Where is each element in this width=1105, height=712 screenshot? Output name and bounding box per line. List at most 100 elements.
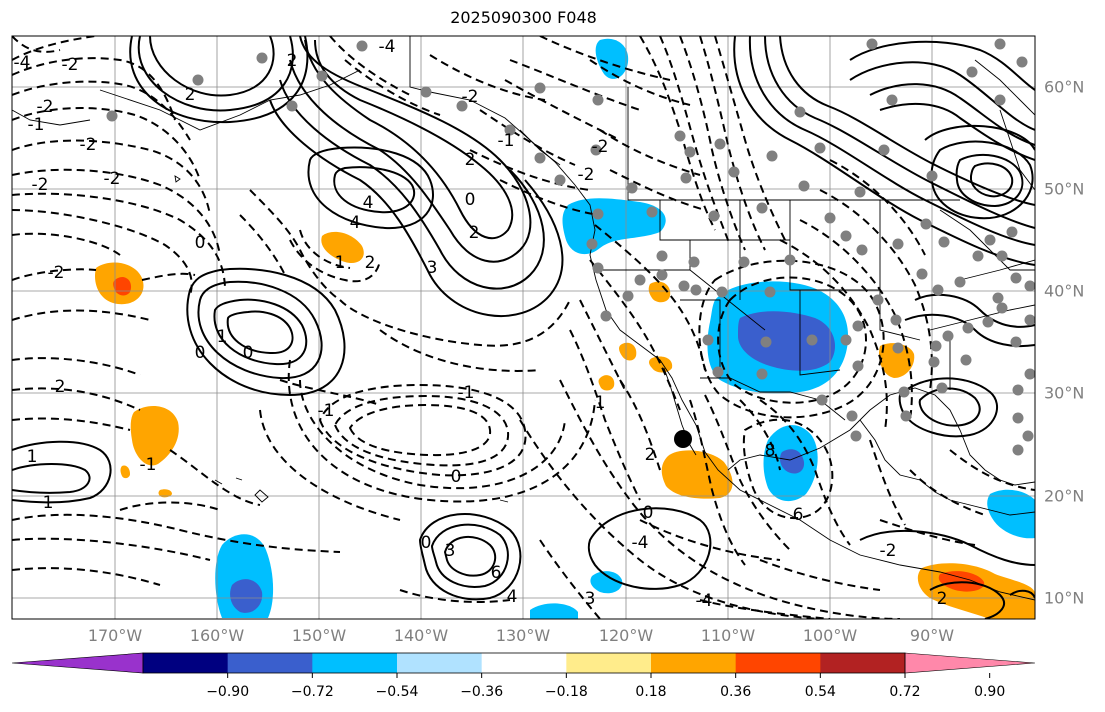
longitude-label: 120°W [598, 626, 654, 645]
contour-label: 0 [195, 343, 206, 363]
colorbar-swatch [481, 653, 567, 673]
contour-label: 1 [217, 327, 228, 347]
contour-label: 0 [195, 233, 206, 253]
shade-cyan-south [530, 603, 578, 619]
contour-label: 2 [365, 253, 376, 273]
latitude-label: 40°N [1044, 281, 1085, 301]
colorbar-tick-label: 0.18 [635, 684, 667, 700]
contour-label: 0 [451, 467, 462, 487]
colorbar-tick-label: 0.36 [720, 684, 752, 700]
shade-blue-mexico [780, 449, 805, 474]
contour-label: -2 [62, 55, 79, 75]
colorbar-tick-label: −0.90 [206, 684, 250, 700]
colorbar-tick-label: −0.18 [544, 684, 588, 700]
colorbar-tick-label: −0.36 [460, 684, 504, 700]
contour-label: -1 [458, 383, 475, 403]
contour-label: -1 [318, 401, 335, 421]
shade-orange-small1 [120, 465, 130, 479]
contour-label: 3 [445, 541, 456, 561]
latitude-label: 20°N [1044, 486, 1085, 506]
contour-label: -2 [32, 175, 49, 195]
contour-label: 4 [363, 193, 374, 213]
shade-orange-ca2 [649, 356, 673, 373]
contour-label: -2 [104, 169, 121, 189]
shade-cyan-north [595, 38, 629, 79]
longitude-label: 170°W [87, 626, 143, 645]
contour-label: 2 [465, 150, 476, 170]
contour-label: -2 [48, 263, 65, 283]
shade-orange-w2 [130, 406, 179, 466]
contour-label: 3 [585, 589, 596, 609]
latitude-label: 50°N [1044, 179, 1085, 199]
longitude-label: 90°W [909, 626, 955, 645]
contour-label: 0 [243, 343, 254, 363]
latitude-label: 60°N [1044, 77, 1085, 97]
contour-label: -2 [462, 87, 479, 107]
reference-marker [674, 430, 692, 448]
colorbar-tick-label: −0.72 [290, 684, 334, 700]
contour-label: 6 [793, 505, 804, 525]
map-frame [11, 35, 1036, 620]
longitude-label: 150°W [291, 626, 347, 645]
dashed-contours [12, 36, 1035, 619]
contour-label: 1 [27, 447, 38, 467]
shade-blue-central [738, 311, 835, 371]
colorbar-extend-low [11, 652, 144, 674]
coastlines [12, 36, 1035, 601]
longitude-label: 160°W [189, 626, 245, 645]
contour-labels: -4-2-2-2-4 2-2 -2-1242342021-2-2-2-1010-22… [14, 37, 948, 611]
longitude-label: 130°W [495, 626, 551, 645]
contour-label: 6 [491, 563, 502, 583]
contour-label: -2 [578, 165, 595, 185]
contour-label: 2 [937, 589, 948, 609]
contour-label: 4 [350, 213, 361, 233]
contour-label: 2 [645, 445, 656, 465]
contour-label: 2 [55, 377, 66, 397]
contour-label: -1 [28, 115, 45, 135]
colorbar-swatch [566, 653, 652, 673]
contour-label: -2 [592, 137, 609, 157]
longitude-label: 110°W [700, 626, 756, 645]
colorbar-tick-label: 0.90 [974, 684, 1006, 700]
contour-label: 2 [469, 223, 480, 243]
solid-contours [12, 36, 1035, 619]
contour-label: 1 [43, 493, 54, 513]
longitude-label: 140°W [393, 626, 449, 645]
longitude-label: 100°W [802, 626, 858, 645]
contour-label: -2 [37, 97, 54, 117]
contour-label: 0 [421, 533, 432, 553]
colorbar-tick-label: 0.54 [804, 684, 836, 700]
contour-label: -1 [140, 455, 157, 475]
colorbar-swatch [312, 653, 398, 673]
station-dots [106, 38, 1035, 456]
colorbar-swatch [735, 653, 821, 673]
contour-label: -2 [880, 541, 897, 561]
contour-label: -1 [498, 131, 515, 151]
latitude-label: 10°N [1044, 588, 1085, 608]
colorbar-swatch [651, 653, 737, 673]
colorbar [11, 652, 1036, 678]
shade-orange-baja [661, 450, 733, 499]
contour-label: 2 [287, 51, 298, 71]
contour-label: 3 [427, 258, 438, 278]
contour-label: 4 [507, 587, 518, 607]
contour-label: -4 [14, 53, 31, 73]
contour-label: 2 [185, 85, 196, 105]
contour-label: 8 [765, 441, 776, 461]
shade-orange-gulf [878, 343, 915, 378]
shade-orange-ca [619, 342, 637, 361]
map-title: 2025090300 F048 [450, 8, 597, 27]
colorbar-swatch [820, 653, 906, 673]
contour-label: -4 [632, 533, 649, 553]
contour-label: 1 [335, 253, 346, 273]
colorbar-swatch [397, 653, 483, 673]
shade-blue-hawaii [230, 579, 263, 613]
contour-label: -2 [80, 135, 97, 155]
colorbar-tick-label: 0.72 [889, 684, 921, 700]
contour-label: 0 [643, 503, 654, 523]
shade-orange-small2 [158, 489, 172, 498]
colorbar-swatch [143, 653, 229, 673]
contour-label: 1 [595, 393, 606, 413]
shade-cyan-vancouver [562, 198, 666, 255]
